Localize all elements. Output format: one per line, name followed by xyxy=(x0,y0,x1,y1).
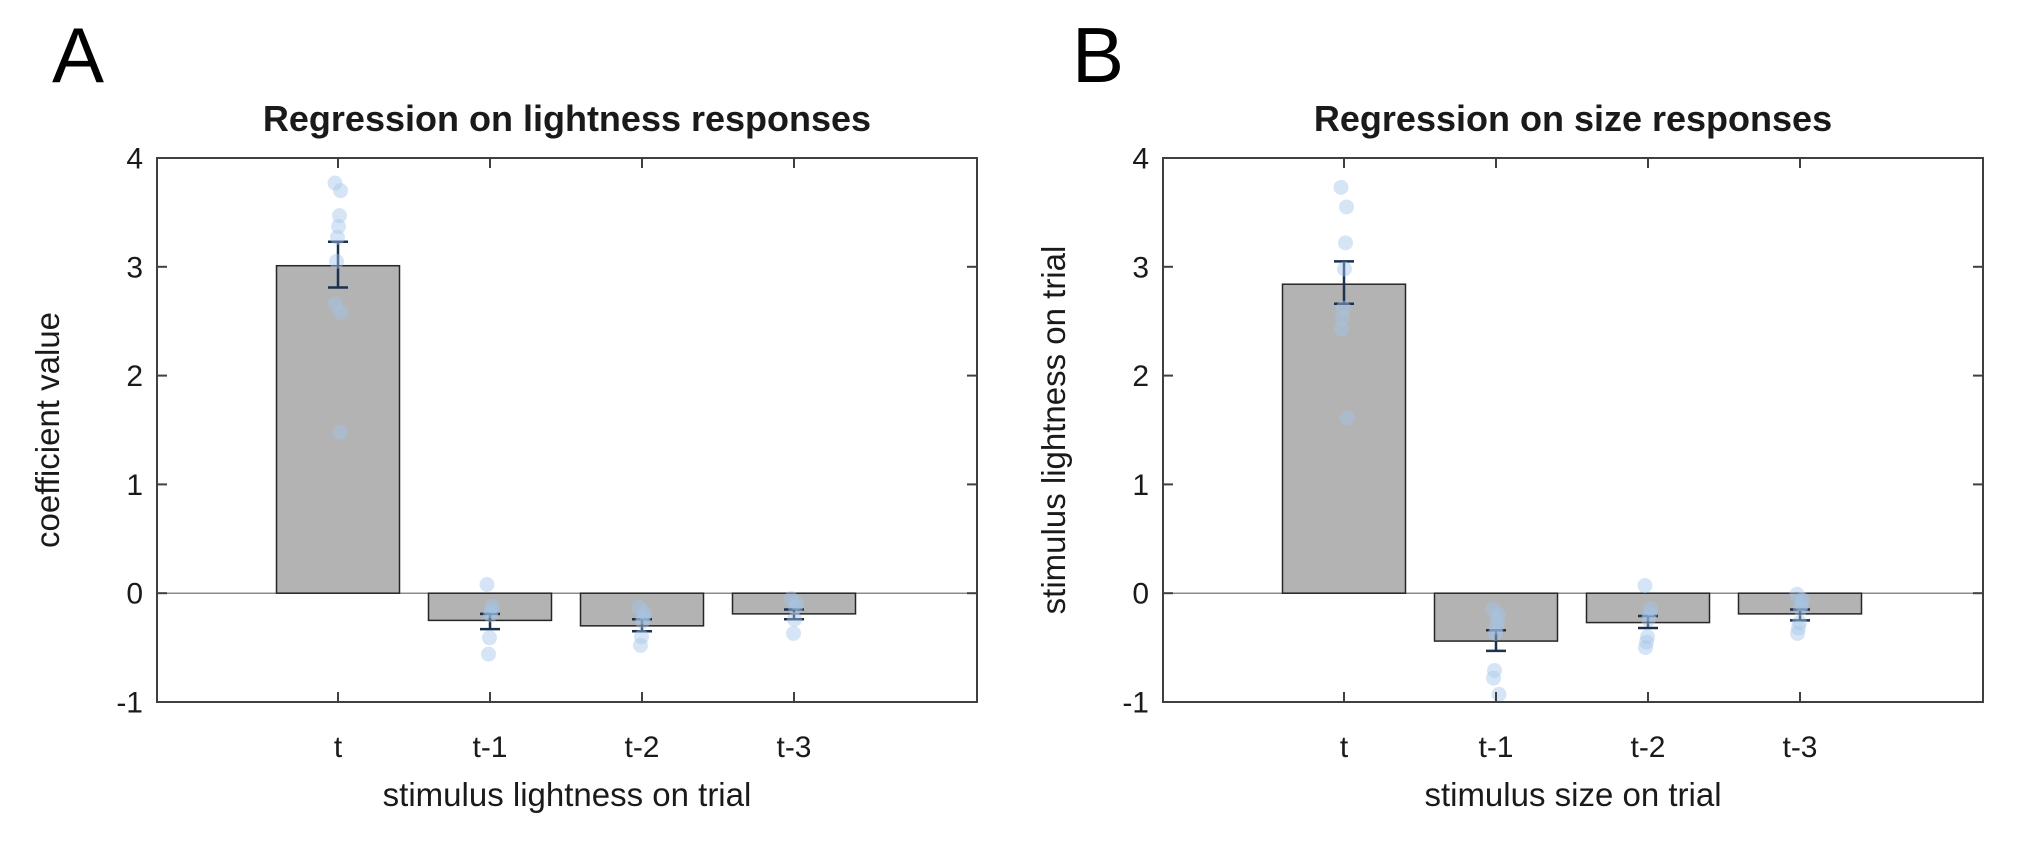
x-tick-label: t xyxy=(1340,731,1349,764)
x-tick-label: t-1 xyxy=(472,731,507,764)
axes-box xyxy=(1162,157,1984,703)
scatter-point xyxy=(332,208,347,224)
scatter-point xyxy=(1639,634,1654,650)
x-tick-label: t-1 xyxy=(1478,731,1513,764)
error-bar-t-1 xyxy=(1486,628,1506,653)
scatter-point xyxy=(635,613,650,629)
panel-letter-b: B xyxy=(1072,11,1125,99)
scatter-point xyxy=(1637,578,1653,594)
scatter-point xyxy=(636,609,651,625)
scatter-point xyxy=(1638,640,1653,656)
scatter-point xyxy=(1794,596,1809,612)
scatter-point xyxy=(1339,410,1355,426)
chart-title: Regression on size responses xyxy=(1314,98,1832,139)
scatter-point xyxy=(1486,670,1501,686)
scatter-point xyxy=(1790,625,1805,641)
scatter-point xyxy=(333,183,348,199)
scatter-point xyxy=(1789,586,1805,602)
y-axis-label: coefficient value xyxy=(29,312,66,548)
error-bar-t-2 xyxy=(1638,614,1658,630)
scatter-point xyxy=(1490,613,1505,629)
y-tick-label: 2 xyxy=(1132,360,1149,393)
scatter-point xyxy=(1339,199,1354,215)
scatter-point xyxy=(1336,300,1351,316)
scatter-point xyxy=(1793,600,1808,616)
scatter-point xyxy=(1491,607,1506,623)
scatter-point xyxy=(783,591,799,607)
scatter-point xyxy=(1643,600,1658,616)
scatter-point xyxy=(787,611,802,627)
scatter-point xyxy=(483,607,498,623)
error-bar-t-2 xyxy=(632,618,652,633)
scatter-point xyxy=(1795,592,1810,608)
y-tick-label: 3 xyxy=(126,251,143,284)
scatter-point xyxy=(484,603,499,619)
scatter-point xyxy=(479,576,495,592)
error-bar-t-1 xyxy=(480,612,500,631)
y-tick-label: 4 xyxy=(126,143,143,176)
error-bar-t-3 xyxy=(784,608,804,621)
panel-letter-a: A xyxy=(52,11,105,99)
scatter-point xyxy=(1487,662,1502,678)
scatter-point xyxy=(789,595,804,611)
scatter-point xyxy=(1792,615,1807,631)
panel-B-chart: t t-1 t-2 t-3 -1 0 1 2 3 4 Regression on size resp… xyxy=(1035,98,1984,813)
scatter-point xyxy=(631,599,647,615)
scatter-point xyxy=(1489,619,1504,635)
scatter-point xyxy=(1337,261,1352,277)
scatter-point xyxy=(481,646,496,662)
x-tick-label: t xyxy=(334,731,343,764)
scatter-point xyxy=(1641,611,1656,627)
panel-A-chart: t t-1 t-2 t-3 -1 0 1 2 3 4 Regression on lightness… xyxy=(29,98,978,813)
x-tick-label: t-2 xyxy=(624,731,659,764)
x-tick-label: t-2 xyxy=(1630,731,1665,764)
scatter-point xyxy=(788,599,803,615)
bar-t xyxy=(275,264,401,594)
chart-title: Regression on lightness responses xyxy=(263,98,871,139)
scatter-point xyxy=(786,625,801,641)
axes-box xyxy=(156,157,978,703)
scatter-point xyxy=(330,229,345,245)
x-axis-label: stimulus lightness on trial xyxy=(383,776,752,813)
scatter-point xyxy=(1488,625,1503,641)
x-tick-label: t-3 xyxy=(1782,731,1817,764)
y-tick-label: 0 xyxy=(1132,578,1149,611)
y-tick-label: 2 xyxy=(126,360,143,393)
scatter-point xyxy=(1642,606,1657,622)
scatter-point xyxy=(485,598,500,614)
scatter-point xyxy=(333,304,349,320)
scatter-point xyxy=(1791,620,1806,636)
scatter-point xyxy=(1491,686,1507,702)
y-tick-label: 0 xyxy=(126,578,143,611)
x-tick-label: t-3 xyxy=(776,731,811,764)
y-tick-label: 1 xyxy=(126,469,143,502)
y-tick-label: 4 xyxy=(1132,143,1149,176)
y-tick-label: -1 xyxy=(116,687,143,720)
scatter-point xyxy=(1640,629,1655,645)
scatter-point xyxy=(328,296,343,312)
y-tick-label: -1 xyxy=(1122,687,1149,720)
scatter-point xyxy=(1338,235,1353,251)
scatter-point xyxy=(633,637,648,653)
y-axis-label: stimulus lightness on trial xyxy=(1035,246,1072,615)
scatter-point xyxy=(1334,321,1349,337)
x-axis-label: stimulus size on trial xyxy=(1424,776,1721,813)
y-tick-label: 1 xyxy=(1132,469,1149,502)
y-tick-label: 3 xyxy=(1132,251,1149,284)
scatter-point xyxy=(1335,310,1350,326)
scatter-point xyxy=(1333,179,1349,195)
error-bar-t xyxy=(328,240,348,289)
scatter-point xyxy=(634,629,649,645)
error-bar-t-3 xyxy=(1790,608,1810,622)
scatter-point xyxy=(1485,602,1501,618)
scatter-point xyxy=(331,219,346,235)
scatter-point xyxy=(637,605,652,621)
scatter-point xyxy=(327,175,343,191)
scatter-point xyxy=(332,424,348,440)
error-bar-t xyxy=(1334,260,1354,306)
scatter-point xyxy=(482,630,497,646)
scatter-point xyxy=(329,253,344,269)
